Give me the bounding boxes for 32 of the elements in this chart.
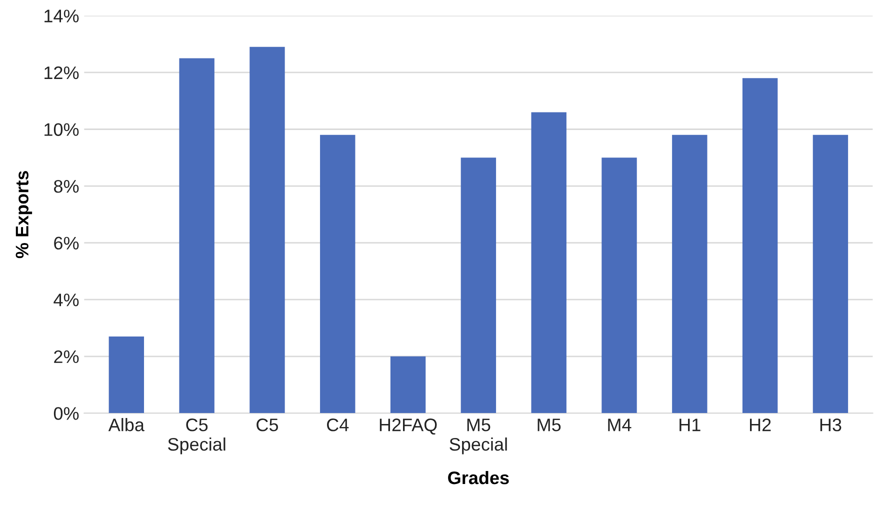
bar	[108, 336, 144, 414]
bar	[390, 356, 426, 414]
y-tick-label: 4%	[54, 294, 79, 306]
x-tick-label: C5 Special	[168, 418, 226, 454]
y-tick-label: 12%	[44, 66, 79, 80]
bar	[602, 158, 637, 414]
bar	[672, 134, 708, 414]
x-axis-title: Grades	[448, 470, 509, 484]
y-tick-label: 10%	[44, 123, 79, 136]
x-tick-label: Alba	[108, 418, 144, 432]
y-tick-label: 6%	[54, 236, 79, 250]
bar	[179, 58, 214, 414]
x-tick-label: M4	[608, 418, 632, 432]
x-tick-label: C4	[327, 418, 349, 432]
bar	[250, 46, 285, 414]
bar	[460, 158, 496, 414]
bar	[320, 134, 356, 414]
x-tick-label: H2FAQ	[380, 418, 437, 435]
y-tick-label: 8%	[54, 180, 79, 193]
x-tick-label: M5	[538, 418, 561, 432]
y-axis-title: % Exports	[16, 171, 32, 258]
x-tick-label: H2	[750, 418, 771, 432]
bar	[812, 134, 848, 414]
y-tick-label: 2%	[54, 350, 79, 364]
x-tick-label: C5	[256, 418, 278, 432]
bar	[742, 78, 778, 414]
y-tick-label: 0%	[54, 407, 79, 420]
bar	[531, 112, 566, 414]
x-tick-label: H3	[820, 418, 842, 432]
x-tick-label: H1	[680, 418, 700, 432]
y-tick-label: 14%	[44, 10, 79, 22]
x-tick-label: M5 Special	[450, 418, 507, 454]
